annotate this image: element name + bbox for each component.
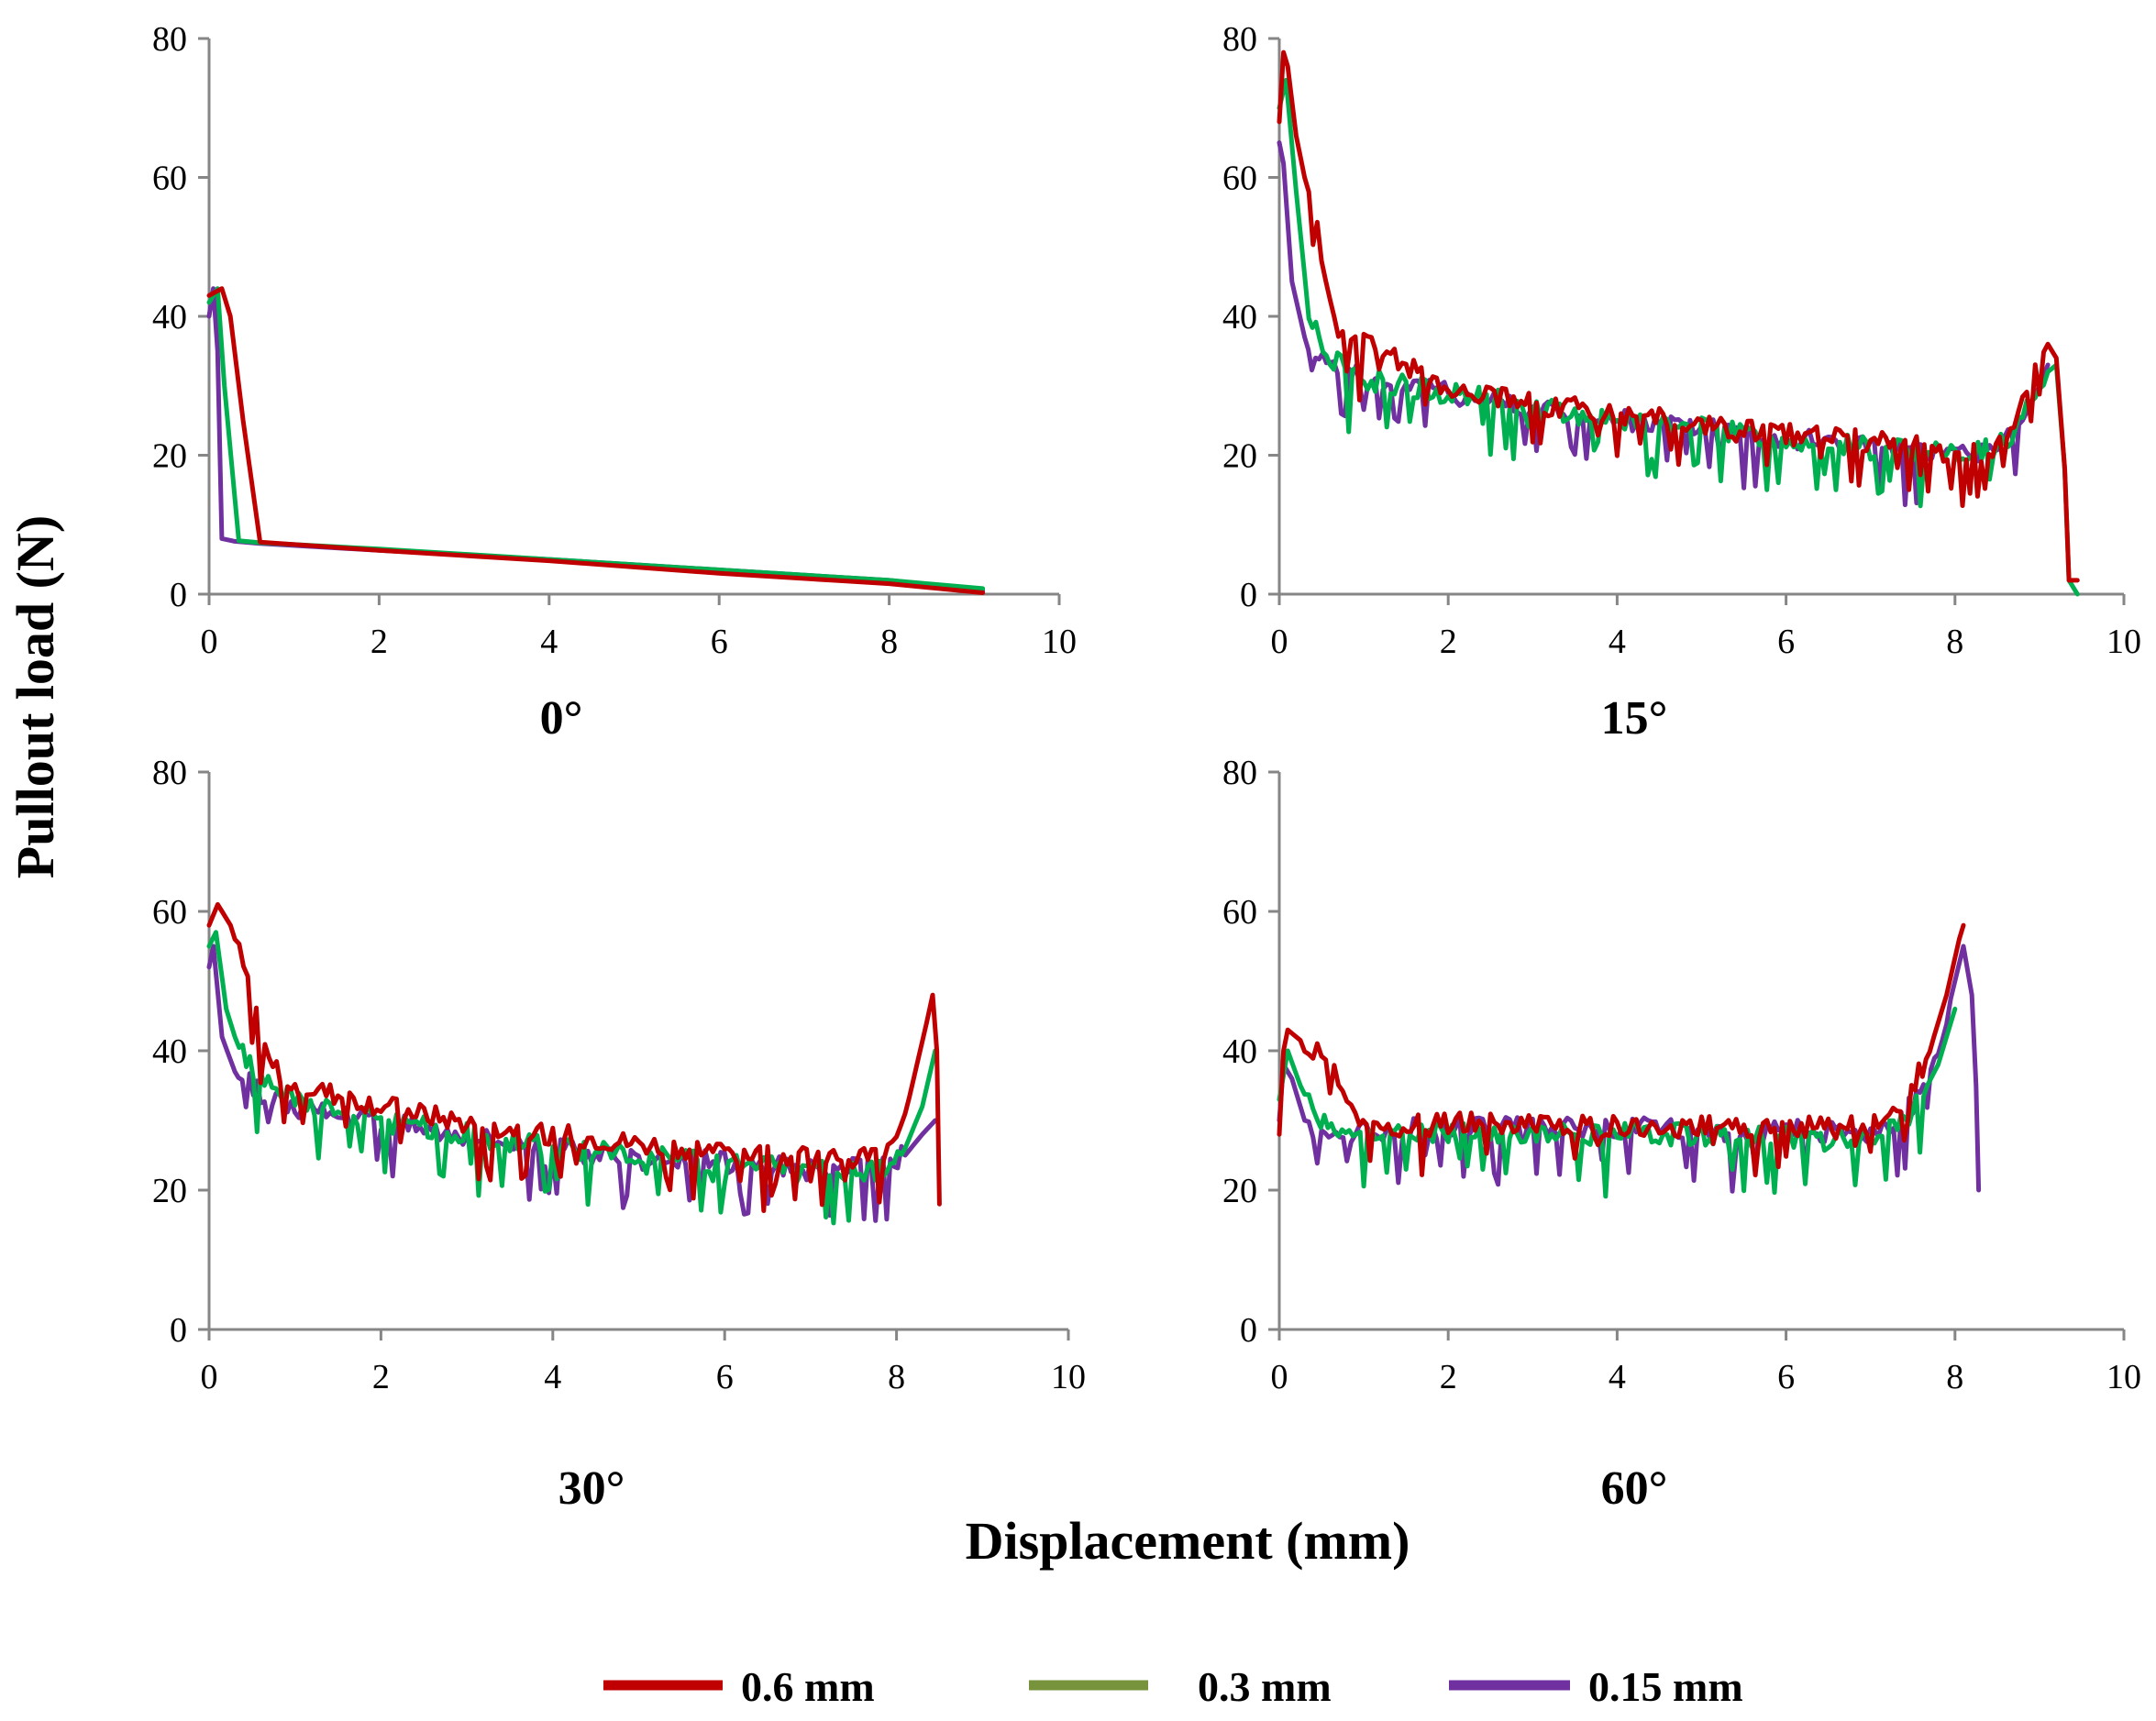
y-tick-label: 80 [1222, 754, 1257, 792]
x-tick-label: 4 [540, 623, 558, 661]
x-tick-label: 2 [370, 623, 388, 661]
chart-panel-0: 0 20 40 60 80 0 2 4 6 8 10 0° [152, 20, 1077, 745]
panel-title: 30° [558, 1462, 625, 1515]
x-tick-label: 8 [1946, 1358, 1963, 1396]
y-tick-label: 60 [1222, 160, 1257, 198]
x-axis-title: Displacement (mm) [966, 1511, 1410, 1571]
series-line-03mm [1277, 77, 2080, 597]
chart-panel-1: 0 20 40 60 80 0 2 4 6 8 10 15° [1222, 20, 2141, 745]
x-tick-label: 2 [1440, 623, 1457, 661]
y-tick-label: 40 [152, 298, 187, 336]
x-tick-label: 8 [888, 1358, 905, 1396]
x-tick-label: 2 [372, 1358, 390, 1396]
y-tick-label: 20 [152, 1172, 187, 1210]
x-tick-label: 2 [1440, 1358, 1457, 1396]
series-line-06mm [206, 901, 942, 1213]
series-line-06mm [206, 286, 986, 595]
x-tick-label: 6 [716, 1358, 734, 1396]
x-tick-label: 6 [1777, 1358, 1795, 1396]
y-tick-label: 80 [1222, 20, 1257, 59]
legend-item: 0.6 mm [603, 1663, 875, 1710]
x-tick-label: 4 [1609, 1358, 1626, 1396]
y-tick-label: 80 [152, 20, 187, 59]
y-tick-label: 0 [170, 1311, 187, 1350]
legend-label: 0.6 mm [741, 1663, 875, 1710]
x-tick-label: 8 [1946, 623, 1963, 661]
panel-title: 60° [1601, 1462, 1668, 1515]
x-tick-label: 4 [544, 1358, 561, 1396]
x-tick-label: 0 [201, 1358, 218, 1396]
panel-title: 15° [1601, 692, 1668, 745]
x-tick-label: 10 [2106, 1358, 2141, 1396]
y-tick-label: 40 [1222, 1032, 1257, 1071]
chart-panel-3: 0 20 40 60 80 0 2 4 6 8 10 60° [1222, 754, 2141, 1515]
y-tick-label: 40 [152, 1032, 187, 1071]
x-tick-label: 10 [1051, 1358, 1086, 1396]
x-tick-label: 10 [2106, 623, 2141, 661]
y-tick-label: 40 [1222, 298, 1257, 336]
series-line-06mm [1277, 50, 2080, 583]
y-tick-label: 60 [152, 160, 187, 198]
y-tick-label: 20 [1222, 437, 1257, 476]
x-tick-label: 0 [1271, 623, 1288, 661]
y-tick-label: 20 [1222, 1172, 1257, 1210]
legend-label: 0.3 mm [1198, 1663, 1332, 1710]
legend-label: 0.15 mm [1588, 1663, 1743, 1710]
y-tick-label: 0 [1240, 576, 1257, 614]
series-line-03mm [1277, 1006, 1958, 1199]
series-line-06mm [1277, 922, 1966, 1178]
series-line-03mm [206, 286, 986, 591]
y-tick-label: 0 [1240, 1311, 1257, 1350]
x-tick-label: 4 [1609, 623, 1626, 661]
legend-item: 0.15 mm [1449, 1663, 1743, 1710]
y-tick-label: 20 [152, 437, 187, 476]
x-tick-label: 10 [1042, 623, 1077, 661]
x-tick-label: 6 [711, 623, 728, 661]
x-tick-label: 0 [201, 623, 218, 661]
x-tick-label: 6 [1777, 623, 1795, 661]
y-tick-label: 60 [152, 893, 187, 932]
y-tick-label: 80 [152, 754, 187, 792]
y-tick-label: 0 [170, 576, 187, 614]
y-tick-label: 60 [1222, 893, 1257, 932]
y-axis-title: Pullout load (N) [6, 515, 65, 878]
chart-panel-2: 0 20 40 60 80 0 2 4 6 8 10 30° [152, 754, 1086, 1515]
legend-item: 0.3 mm [1029, 1663, 1332, 1710]
panel-title: 0° [540, 692, 583, 745]
x-tick-label: 0 [1271, 1358, 1288, 1396]
legend: 0.6 mm 0.3 mm 0.15 mm [603, 1663, 1743, 1710]
x-tick-label: 8 [880, 623, 898, 661]
